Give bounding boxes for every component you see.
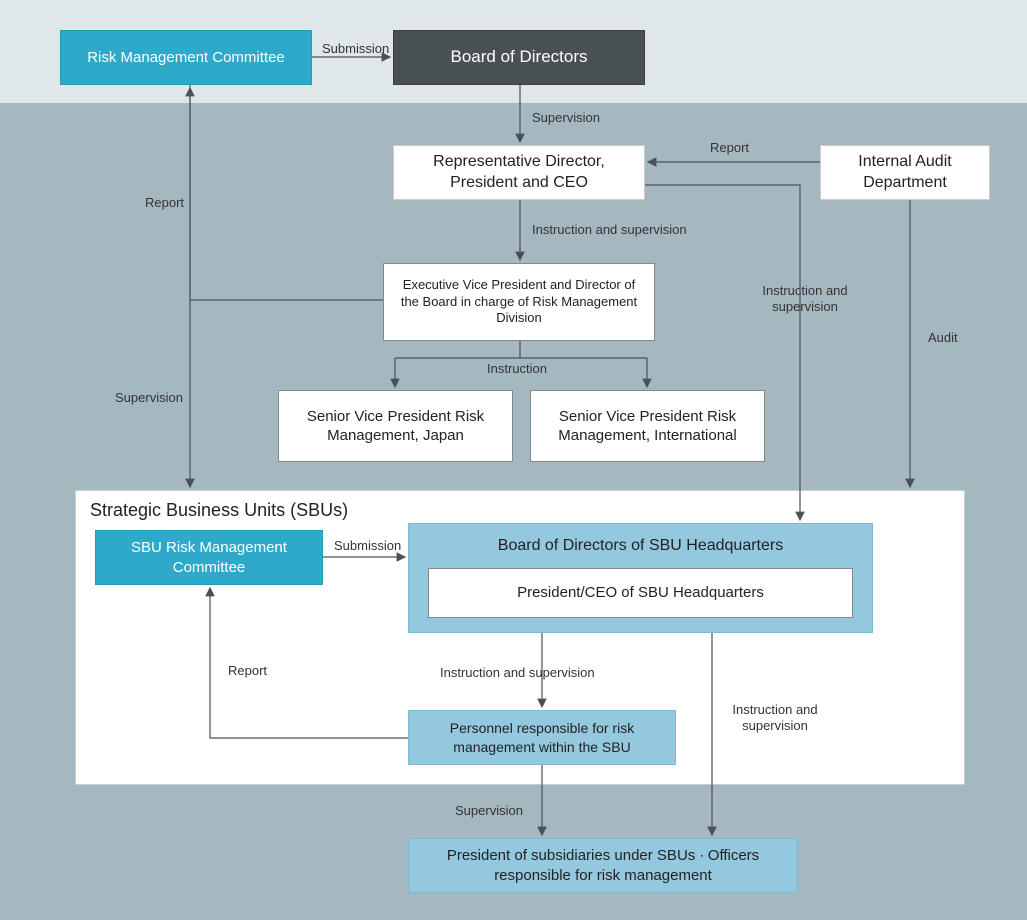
node-svp-japan: Senior Vice President Risk Management, J… [278,390,513,462]
node-svp-intl: Senior Vice President Risk Management, I… [530,390,765,462]
edge-label-audit: Audit [928,330,958,346]
node-evp: Executive Vice President and Director of… [383,263,655,341]
edge-label-supervision2: Supervision [455,803,523,819]
sbu-bod-label: Board of Directors of SBU Headquarters [498,536,783,557]
edge-label-instr1: Instruction and supervision [532,222,687,238]
edge-label-instr3: Instruction and supervision [440,665,595,681]
edge-label-supervision-left: Supervision [115,390,183,406]
edge-label-submission2: Submission [334,538,401,554]
edge-label-supervision1: Supervision [532,110,600,126]
edge-label-instr2: Instruction [487,361,547,377]
node-internal-audit: Internal Audit Department [820,145,990,200]
edge-label-report3: Report [228,663,267,679]
node-sbu-rmc: SBU Risk Management Committee [95,530,323,585]
edge-label-instr-sup-right: Instruction and supervision [755,283,855,314]
node-sbu-personnel: Personnel responsible for risk managemen… [408,710,676,765]
edge-label-report1: Report [710,140,749,156]
node-risk-mgmt-committee: Risk Management Committee [60,30,312,85]
sbu-container-label: Strategic Business Units (SBUs) [90,500,348,521]
edge-label-report2: Report [145,195,184,211]
node-rep-director: Representative Director, President and C… [393,145,645,200]
node-sbu-pres-ceo: President/CEO of SBU Headquarters [428,568,853,618]
node-subsidiaries: President of subsidiaries under SBUs ∙ O… [408,838,798,893]
node-board-of-directors: Board of Directors [393,30,645,85]
edge-label-submission1: Submission [322,41,389,57]
edge-label-instr-sup-right2: Instruction and supervision [725,702,825,733]
